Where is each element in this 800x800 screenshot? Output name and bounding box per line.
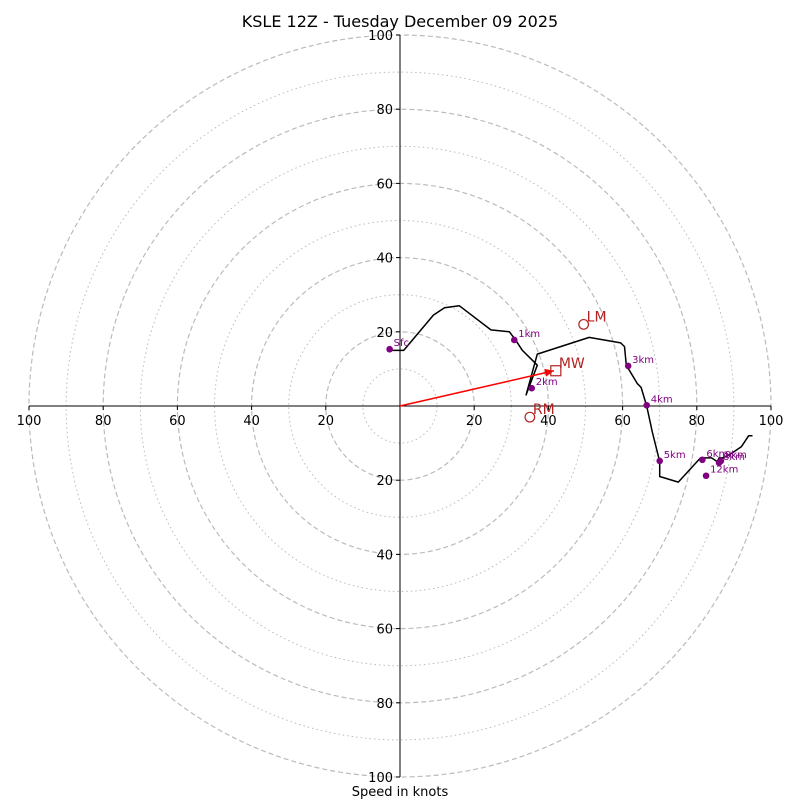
height-label-1km: 1km xyxy=(518,329,540,340)
y-tick-label: 100 xyxy=(368,29,393,44)
height-label-12km: 12km xyxy=(710,465,738,476)
height-marker-4km xyxy=(643,401,651,409)
y-tick-label: 80 xyxy=(376,103,393,118)
height-label-6km: 6km xyxy=(706,449,728,460)
height-label-3km: 3km xyxy=(632,355,654,366)
storm-label-LM: LM xyxy=(587,309,607,325)
storm-marker-RM xyxy=(524,411,536,423)
x-tick-label: 60 xyxy=(614,414,631,429)
height-marker-12km xyxy=(702,472,710,480)
height-marker-2km xyxy=(528,384,536,392)
x-tick-label: 100 xyxy=(17,414,42,429)
mean-wind-vector xyxy=(399,368,555,407)
x-axis-label: Speed in knots xyxy=(352,785,449,800)
x-tick-label: 100 xyxy=(759,414,784,429)
y-tick-label: 80 xyxy=(376,697,393,712)
x-tick-label: 40 xyxy=(540,414,557,429)
y-tick-label: 100 xyxy=(368,771,393,786)
y-tick-label: 40 xyxy=(376,548,393,563)
y-tick-label: 40 xyxy=(376,252,393,267)
height-marker-5km xyxy=(656,457,663,465)
storm-marker-LM xyxy=(578,318,590,330)
height-label-4km: 4km xyxy=(651,394,673,405)
y-tick-label: 60 xyxy=(376,623,393,638)
height-marker-9km xyxy=(717,457,725,465)
height-marker-1km xyxy=(510,336,518,344)
storm-label-RM: RM xyxy=(533,402,555,418)
chart-title: KSLE 12Z - Tuesday December 09 2025 xyxy=(242,12,558,31)
axis-ticks: 100 80 60 40 20 20 40 60 80 100 100 80 60 40 20 20 40 60 8… xyxy=(17,29,784,786)
storm-marker-MW xyxy=(550,365,562,377)
y-tick-label: 60 xyxy=(376,177,393,192)
height-label-Sfc: Sfc xyxy=(394,338,409,349)
x-tick-label: 20 xyxy=(318,414,335,429)
mean-wind-arrowhead xyxy=(544,368,554,377)
x-tick-label: 80 xyxy=(95,414,112,429)
height-label-5km: 5km xyxy=(664,450,686,461)
x-tick-label: 80 xyxy=(689,414,706,429)
x-tick-label: 20 xyxy=(466,414,483,429)
x-tick-label: 40 xyxy=(243,414,260,429)
y-tick-label: 20 xyxy=(376,474,393,489)
mean-wind-arrow-line xyxy=(399,370,555,407)
height-label-8km: 8km xyxy=(723,452,745,463)
x-tick-label: 60 xyxy=(169,414,186,429)
height-label-9km: 9km xyxy=(725,450,747,461)
height-label-2km: 2km xyxy=(536,377,558,388)
height-marker-6km xyxy=(699,456,706,464)
y-tick-label: 20 xyxy=(376,326,393,341)
height-marker-Sfc xyxy=(386,345,393,353)
storm-label-MW: MW xyxy=(559,356,585,372)
storm-motion-markers: LM MW RM xyxy=(524,309,607,423)
height-marker-3km xyxy=(624,362,632,370)
